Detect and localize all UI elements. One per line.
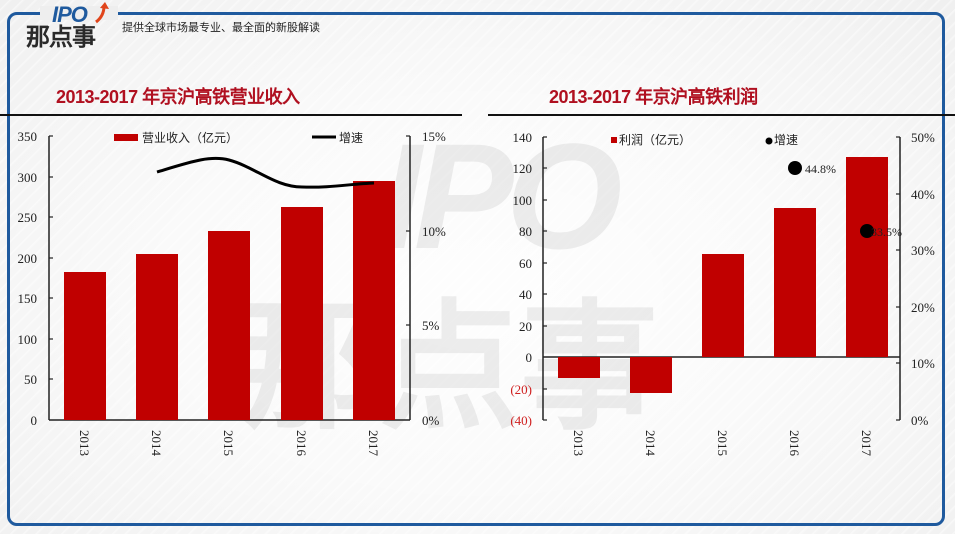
x-label: 2016 bbox=[294, 430, 309, 457]
y-tick: 50 bbox=[24, 372, 37, 387]
y-tick: (20) bbox=[510, 382, 532, 397]
left-chart: 350 300 250 200 150 100 50 0 15% 10% 5% … bbox=[18, 129, 447, 457]
legend-bar-label: 营业收入（亿元） bbox=[142, 130, 238, 145]
bar-2015 bbox=[208, 231, 250, 420]
y2-tick: 15% bbox=[422, 129, 446, 144]
logo-cn-text: 那点事 bbox=[26, 23, 96, 51]
y-tick: 350 bbox=[18, 129, 38, 144]
bar-2017 bbox=[353, 181, 395, 420]
growth-line bbox=[156, 156, 375, 189]
bar-2013 bbox=[558, 357, 600, 378]
x-label: 2017 bbox=[859, 430, 874, 457]
y2-tick: 10% bbox=[422, 224, 446, 239]
frame-gap bbox=[40, 6, 118, 20]
y-tick: 250 bbox=[18, 210, 38, 225]
logo: IPO 那点事 bbox=[24, 2, 119, 54]
y-tick: 0 bbox=[31, 413, 38, 428]
x-label: 2015 bbox=[221, 430, 236, 456]
growth-label-2016: 44.8% bbox=[805, 162, 836, 176]
y-tick: 300 bbox=[18, 170, 38, 185]
growth-dot-2016 bbox=[788, 161, 802, 175]
x-label: 2013 bbox=[571, 430, 586, 456]
right-chart: 140 120 100 80 60 40 20 0 (20) (40) 50% … bbox=[510, 130, 935, 457]
bar-2014 bbox=[136, 254, 178, 420]
right-chart-title: 2013-2017 年京沪高铁利润 bbox=[549, 87, 758, 107]
logo-ipo-text: IPO bbox=[52, 2, 88, 27]
growth-dot-2017 bbox=[860, 224, 874, 238]
y-tick: 140 bbox=[513, 130, 533, 145]
y2-tick: 0% bbox=[911, 413, 929, 428]
y2-tick: 40% bbox=[911, 187, 935, 202]
tagline: 提供全球市场最专业、最全面的新股解读 bbox=[122, 21, 320, 34]
content-frame bbox=[7, 12, 945, 526]
y-tick: 0 bbox=[526, 350, 533, 365]
x-label: 2016 bbox=[787, 430, 802, 457]
y-tick: 100 bbox=[18, 332, 38, 347]
x-label: 2015 bbox=[715, 430, 730, 456]
y2-tick: 20% bbox=[911, 300, 935, 315]
arrow-up-icon bbox=[95, 2, 109, 24]
bar-2015 bbox=[702, 254, 744, 357]
left-chart-title: 2013-2017 年京沪高铁营业收入 bbox=[56, 87, 300, 107]
y-tick: 40 bbox=[519, 287, 532, 302]
y2-tick: 10% bbox=[911, 356, 935, 371]
bar-2013 bbox=[64, 272, 106, 420]
legend-dot-label: 增速 bbox=[774, 133, 798, 147]
legend-bar-swatch bbox=[611, 137, 617, 143]
y-tick: 80 bbox=[519, 224, 532, 239]
legend-bar-swatch bbox=[114, 134, 138, 141]
legend-dot-swatch bbox=[765, 137, 773, 145]
y2-tick: 0% bbox=[422, 413, 440, 428]
y-tick: (40) bbox=[510, 413, 532, 428]
x-label: 2017 bbox=[366, 430, 381, 457]
legend-bar-label: 利润（亿元） bbox=[619, 132, 691, 147]
bar-2016 bbox=[774, 208, 816, 357]
legend-line-label: 增速 bbox=[339, 131, 363, 145]
y-tick: 150 bbox=[18, 291, 38, 306]
growth-label-2017: 33.5% bbox=[871, 225, 902, 239]
bar-2014 bbox=[630, 357, 672, 393]
y-tick: 100 bbox=[513, 193, 533, 208]
left-title-rule bbox=[0, 114, 462, 116]
y2-tick: 50% bbox=[911, 130, 935, 145]
y-tick: 60 bbox=[519, 256, 532, 271]
bar-2016 bbox=[281, 207, 323, 420]
y-tick: 120 bbox=[513, 161, 533, 176]
y2-tick: 30% bbox=[911, 243, 935, 258]
y2-tick: 5% bbox=[422, 318, 440, 333]
y-tick: 200 bbox=[18, 251, 38, 266]
x-label: 2014 bbox=[149, 430, 164, 457]
x-label: 2013 bbox=[77, 430, 92, 456]
right-title-rule bbox=[488, 114, 955, 116]
x-label: 2014 bbox=[643, 430, 658, 457]
bar-2017 bbox=[846, 157, 888, 357]
y-tick: 20 bbox=[519, 319, 532, 334]
